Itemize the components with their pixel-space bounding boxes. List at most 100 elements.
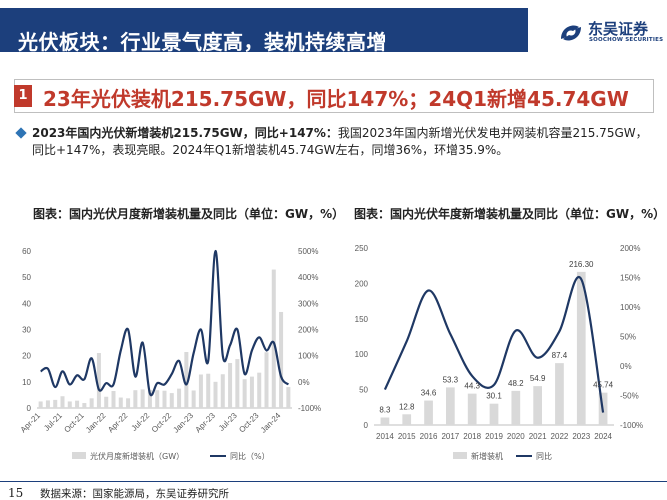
y-left-tick: 30	[22, 326, 31, 335]
annual-chart-title: 图表：国内光伏年度新增装机量及同比（单位：GW，%）	[354, 207, 666, 221]
y-right-tick: 400%	[298, 273, 318, 282]
bar	[286, 387, 291, 408]
bar	[271, 269, 276, 408]
bar	[511, 390, 521, 425]
y-left-tick: 0	[27, 404, 32, 413]
x-tick-label: 2017	[441, 432, 459, 441]
bar	[446, 387, 455, 425]
bar	[402, 414, 412, 425]
y-right-tick: -50%	[620, 392, 639, 401]
logo-text-en: SOOCHOW SECURITIES	[589, 37, 664, 43]
bar	[133, 390, 138, 408]
y-right-tick: 0%	[298, 378, 310, 387]
legend-bar-label: 新增装机	[471, 451, 503, 461]
bar	[104, 396, 109, 408]
y-left-tick: 200	[355, 279, 369, 288]
bar-data-label: 34.6	[421, 389, 437, 398]
bar	[96, 353, 101, 408]
bar-data-label: 44.3	[464, 382, 480, 391]
monthly-yoy-line	[40, 249, 290, 397]
data-source: 数据来源：国家能源局，东吴证券研究所	[40, 488, 229, 500]
y-right-tick: 500%	[298, 247, 318, 256]
bar	[118, 397, 123, 408]
bar-data-label: 216.30	[569, 260, 594, 269]
bar-data-label: 8.3	[379, 405, 391, 414]
bar	[162, 390, 167, 408]
bar	[177, 388, 182, 408]
legend-bar-swatch	[72, 452, 86, 459]
bar	[75, 400, 80, 408]
bar	[257, 372, 262, 408]
bar-data-label: 54.9	[530, 374, 546, 383]
bar-data-label: 12.8	[399, 402, 415, 411]
footer-divider	[0, 481, 667, 482]
y-left-tick: 60	[22, 247, 31, 256]
bar	[191, 390, 196, 408]
bar	[228, 362, 233, 408]
legend-line-label: 同比（%）	[230, 451, 270, 461]
y-right-tick: 100%	[298, 352, 318, 361]
y-left-tick: 0	[364, 421, 369, 430]
bar	[380, 417, 390, 425]
bar	[155, 390, 160, 408]
y-right-tick: 100%	[620, 303, 640, 312]
bar	[424, 400, 433, 425]
y-right-tick: 50%	[620, 333, 636, 342]
bar-data-label: 48.2	[508, 379, 524, 388]
bar	[38, 401, 43, 408]
x-tick-label: 2019	[485, 432, 503, 441]
y-right-tick: 150%	[620, 274, 640, 283]
page-number: 15	[8, 486, 24, 500]
y-left-tick: 40	[22, 299, 31, 308]
summary-body: 我国2023年国内新增光伏发电并网装机容量215.75GW，同比+147%，表现…	[32, 126, 648, 157]
bar-data-label: 53.3	[443, 375, 459, 384]
legend-bar-swatch	[453, 452, 467, 459]
legend-line-label: 同比	[536, 451, 552, 461]
bar-data-label: 30.1	[486, 392, 502, 401]
x-tick-label: 2015	[398, 432, 416, 441]
bar	[147, 389, 152, 408]
header-banner: 光伏板块：行业景气度高，装机持续高增 东吴证券 SOOCHOW SECURITI…	[0, 0, 667, 62]
y-right-tick: 200%	[620, 244, 640, 253]
y-right-tick: 200%	[298, 326, 318, 335]
y-right-tick: -100%	[298, 404, 321, 413]
legend-bar-label: 光伏月度新增装机（GW）	[90, 451, 184, 461]
bar-data-label: 45.74	[593, 381, 614, 390]
y-left-tick: 150	[355, 315, 369, 324]
bar	[213, 381, 218, 408]
bar	[140, 389, 145, 408]
x-tick-label: 2020	[507, 432, 525, 441]
soochow-logo-icon	[561, 25, 581, 41]
x-tick-label: 2021	[529, 432, 547, 441]
x-tick-label: 2024	[594, 432, 612, 441]
bar	[169, 393, 174, 408]
bar	[60, 396, 65, 408]
monthly-chart-title: 图表：国内光伏月度新增装机量及同比（单位：GW，%）	[33, 207, 345, 221]
bar	[235, 359, 240, 408]
y-right-tick: 300%	[298, 299, 318, 308]
bar	[198, 374, 203, 408]
x-tick-label: 2023	[572, 432, 590, 441]
bar	[467, 393, 477, 425]
bar	[184, 352, 189, 408]
bar	[533, 386, 542, 425]
bar	[489, 403, 499, 425]
y-left-tick: 10	[22, 378, 31, 387]
bar	[126, 398, 131, 408]
summary-paragraph: 2023年国内光伏新增装机215.75GW，同比+147%：我国2023年国内新…	[32, 125, 652, 159]
bar	[242, 379, 247, 408]
y-left-tick: 250	[355, 244, 369, 253]
logo-text-cn: 东吴证券	[588, 20, 649, 38]
x-tick-label: 2016	[420, 432, 438, 441]
y-left-tick: 20	[22, 352, 31, 361]
summary-lead: 2023年国内光伏新增装机215.75GW，同比+147%：	[32, 126, 338, 140]
x-tick-label: 2014	[376, 432, 394, 441]
bar	[111, 390, 116, 408]
bar	[206, 373, 211, 408]
bar	[67, 401, 72, 408]
x-tick-label: 2018	[463, 432, 481, 441]
bar	[220, 374, 225, 408]
bar	[53, 399, 58, 408]
y-left-tick: 50	[359, 386, 368, 395]
